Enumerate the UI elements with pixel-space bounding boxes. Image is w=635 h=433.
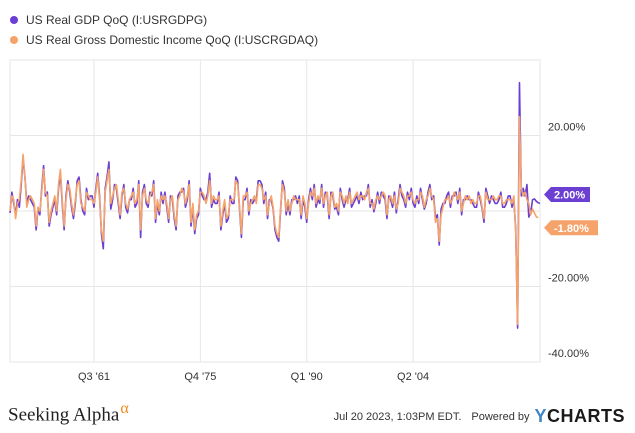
timestamp: Jul 20 2023, 1:03PM EDT. xyxy=(333,410,462,423)
ycharts-logo-text: CHARTS xyxy=(547,406,625,426)
y-tick-label: -40.00% xyxy=(548,348,589,360)
y-tick-label: 20.00% xyxy=(548,122,586,134)
end-label-badge-gdi xyxy=(544,220,598,236)
series-line-gdi xyxy=(9,115,539,326)
ycharts-logo[interactable]: YCHARTS xyxy=(534,406,625,427)
powered-by-text: Powered by xyxy=(471,410,530,423)
x-tick-label: Q4 '75 xyxy=(184,371,216,383)
legend-item-gdi[interactable]: US Real Gross Domestic Income QoQ (I:USC… xyxy=(10,30,318,50)
end-label-badge-gdp xyxy=(544,186,590,202)
y-tick-label: -20.00% xyxy=(548,273,589,285)
footer-attribution: Jul 20 2023, 1:03PM EDT. Powered by YCHA… xyxy=(334,406,625,427)
end-label-gdi: -1.80% xyxy=(554,223,589,235)
alpha-symbol: α xyxy=(120,400,129,417)
brand-text: Seeking Alpha xyxy=(8,404,120,426)
legend-marker-gdi xyxy=(10,36,18,44)
x-tick-label: Q3 '61 xyxy=(78,371,110,383)
ycharts-logo-y: Y xyxy=(534,406,547,426)
x-tick-label: Q2 '04 xyxy=(397,371,429,383)
legend-label-gdp: US Real GDP QoQ (I:USRGDPG) xyxy=(26,13,208,27)
chart-legend: US Real GDP QoQ (I:USRGDPG) US Real Gros… xyxy=(10,10,318,50)
seeking-alpha-logo: Seeking Alphaα xyxy=(8,400,129,426)
end-label-gdp: 2.00% xyxy=(554,189,585,201)
legend-marker-gdp xyxy=(10,16,18,24)
line-chart: Q3 '61 Q4 '75 Q1 '90 Q2 '04 20.00% -20.00% -40… xyxy=(9,59,598,383)
legend-label-gdi: US Real Gross Domestic Income QoQ (I:USC… xyxy=(26,33,319,47)
legend-item-gdp[interactable]: US Real GDP QoQ (I:USRGDPG) xyxy=(10,10,318,30)
x-tick-label: Q1 '90 xyxy=(291,371,323,383)
